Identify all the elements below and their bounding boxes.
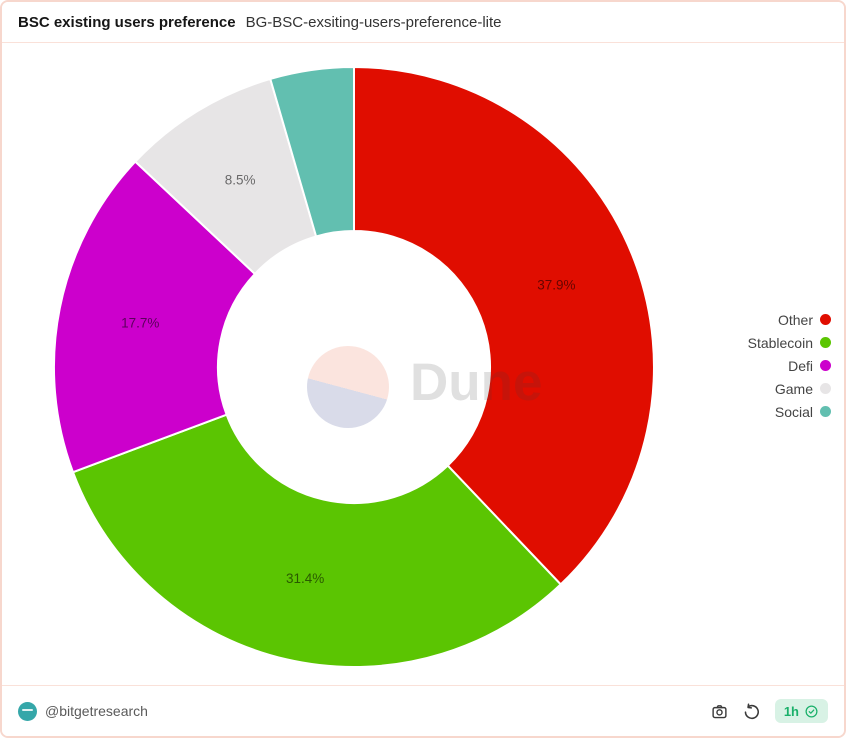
chart-subtitle[interactable]: BG-BSC-exsiting-users-preference-lite: [245, 13, 502, 31]
svg-text:8.5%: 8.5%: [225, 173, 256, 188]
last-refreshed-badge[interactable]: 1h: [774, 699, 828, 723]
legend-dot-icon: [820, 360, 831, 371]
legend-label: Defi: [788, 357, 813, 374]
author-handle: @bitgetresearch: [45, 703, 148, 719]
refresh-icon: [745, 702, 760, 719]
legend-item-game[interactable]: Game: [748, 377, 831, 400]
legend-label: Stablecoin: [747, 334, 813, 351]
legend-label: Game: [774, 380, 813, 397]
svg-text:17.7%: 17.7%: [121, 316, 159, 331]
check-circle-icon: [805, 704, 818, 718]
svg-text:37.9%: 37.9%: [537, 278, 575, 293]
legend-label: Other: [777, 311, 813, 328]
camera-icon: [712, 704, 727, 718]
legend-item-social[interactable]: Social: [748, 400, 831, 423]
footer-actions: 1h: [711, 699, 828, 723]
legend-label: Social: [774, 403, 813, 420]
author-link[interactable]: @bitgetresearch: [18, 701, 148, 721]
dune-logo-icon: [307, 346, 389, 428]
last-refreshed-text: 1h: [783, 703, 799, 719]
chart-footer: @bitgetresearch 1h: [2, 685, 844, 736]
refresh-button[interactable]: [743, 702, 761, 720]
legend-item-defi[interactable]: Defi: [748, 354, 831, 377]
legend-item-stablecoin[interactable]: Stablecoin: [748, 331, 831, 354]
donut-chart[interactable]: 37.9% 31.4% 17.7% 8.5%: [52, 65, 656, 669]
svg-text:31.4%: 31.4%: [286, 571, 324, 586]
chart-title: BSC existing users preference: [18, 13, 236, 31]
chart-legend: Other Stablecoin Defi Game Social: [748, 308, 831, 423]
author-avatar: [18, 701, 37, 721]
legend-dot-icon: [820, 314, 831, 325]
chart-header: BSC existing users preference BG-BSC-exs…: [2, 2, 844, 43]
legend-dot-icon: [820, 406, 831, 417]
legend-item-other[interactable]: Other: [748, 308, 831, 331]
legend-dot-icon: [820, 383, 831, 394]
screenshot-button[interactable]: [711, 702, 729, 720]
legend-dot-icon: [820, 337, 831, 348]
